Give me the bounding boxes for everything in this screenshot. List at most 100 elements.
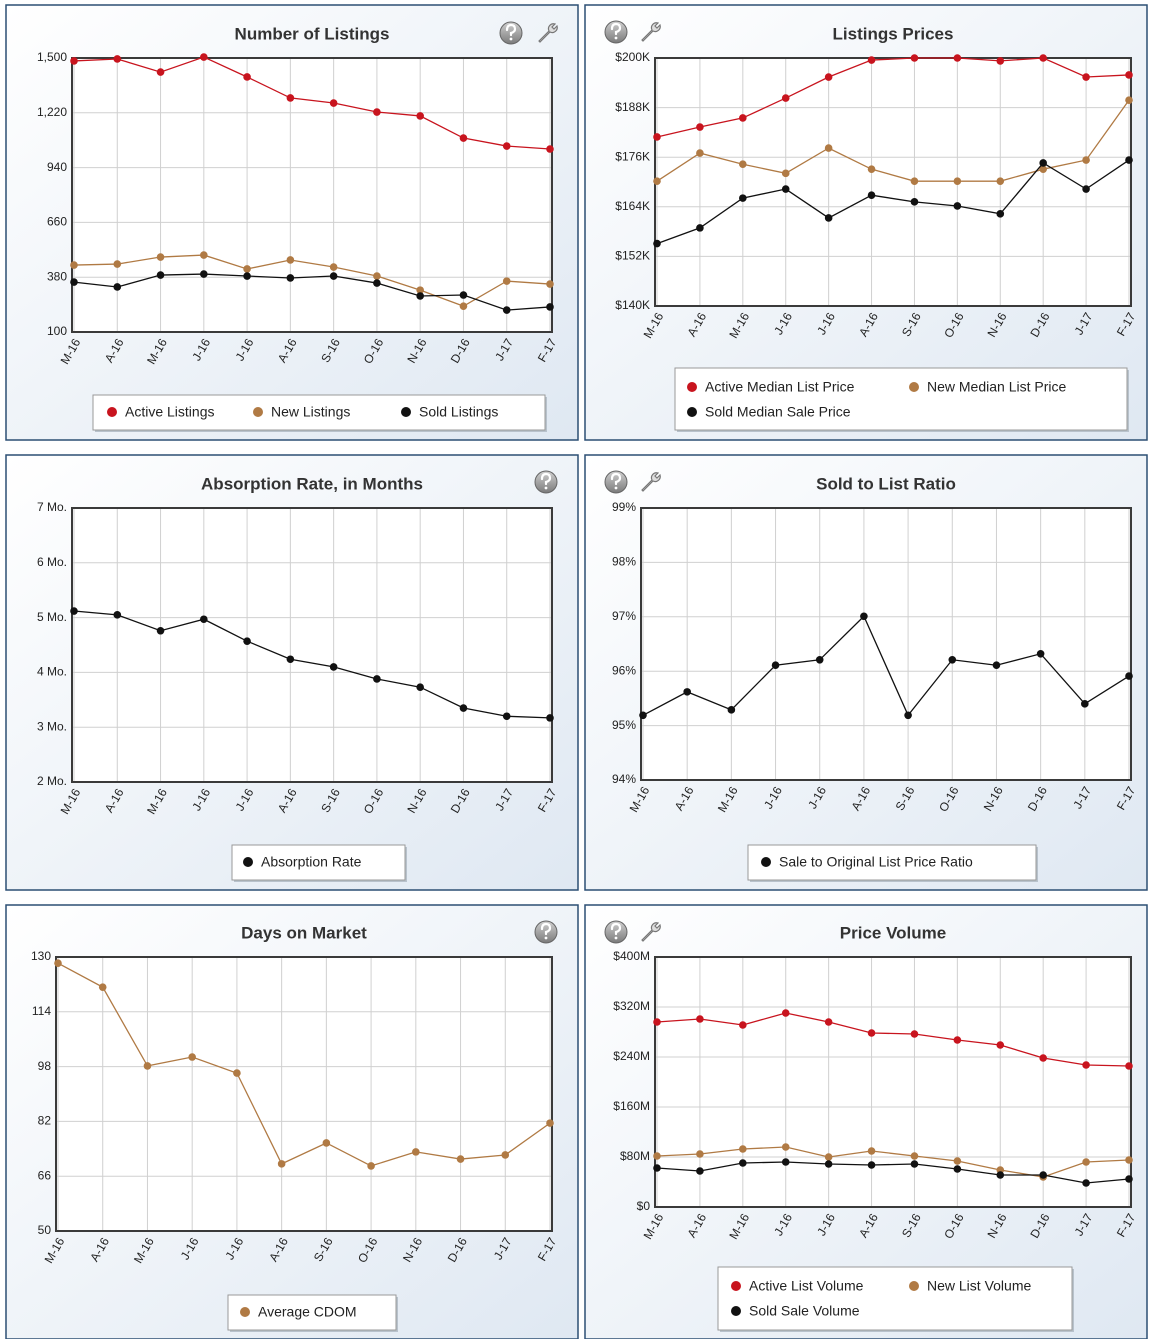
- marker: [156, 626, 165, 635]
- marker: [696, 123, 704, 131]
- marker: [992, 661, 1001, 670]
- legend-marker: [909, 1281, 919, 1291]
- settings-icon: [538, 23, 558, 43]
- marker: [996, 177, 1005, 185]
- line: [73, 56, 551, 150]
- legend-label: New Median List Price: [927, 379, 1066, 395]
- marker: [277, 1160, 286, 1168]
- marker: [639, 711, 647, 720]
- marker: [739, 194, 747, 202]
- marker: [653, 1152, 661, 1160]
- marker: [653, 1164, 661, 1172]
- plot-area: [655, 957, 1131, 1207]
- marker: [696, 1167, 704, 1175]
- marker: [867, 1147, 876, 1155]
- y-tick-label: $200K: [615, 50, 650, 64]
- line: [73, 273, 551, 311]
- marker: [373, 675, 381, 683]
- marker: [286, 655, 295, 664]
- marker: [739, 1145, 747, 1153]
- marker: [70, 607, 78, 615]
- marker: [824, 214, 833, 222]
- legend-marker: [107, 407, 117, 417]
- line: [656, 1012, 1130, 1067]
- marker: [1125, 1175, 1133, 1183]
- chart-title: Listings Prices: [833, 24, 954, 43]
- help-glyph: [505, 23, 517, 37]
- y-tick-label: 97%: [612, 609, 636, 623]
- plot-border: [71, 507, 553, 783]
- marker: [70, 261, 78, 269]
- marker: [996, 57, 1005, 65]
- help-glyph: [610, 472, 622, 486]
- chart-title: Days on Market: [241, 923, 367, 942]
- legend-marker: [687, 382, 697, 392]
- marker: [156, 271, 165, 279]
- marker: [70, 278, 78, 286]
- marker: [1125, 156, 1133, 164]
- marker: [329, 99, 338, 107]
- help-dot: [544, 936, 548, 940]
- marker: [200, 270, 208, 278]
- marker: [860, 612, 868, 621]
- marker: [781, 169, 790, 178]
- y-tick-label: 95%: [612, 718, 636, 732]
- marker: [243, 265, 251, 273]
- y-tick-label: $0: [637, 1199, 651, 1213]
- settings-icon: [641, 22, 661, 42]
- marker: [416, 112, 424, 120]
- marker: [286, 274, 295, 282]
- y-tick-label: 94%: [612, 772, 636, 786]
- legend-label: Active List Volume: [749, 1278, 864, 1294]
- legend: [227, 1294, 397, 1331]
- y-tick-label: 5 Mo.: [37, 610, 67, 624]
- marker: [1039, 54, 1047, 62]
- y-tick-label: $152K: [615, 249, 650, 263]
- marker: [824, 1160, 833, 1168]
- marker: [867, 1029, 876, 1037]
- marker: [367, 1162, 375, 1170]
- marker: [739, 1159, 747, 1167]
- marker: [416, 292, 424, 300]
- help-dot: [614, 36, 618, 40]
- marker: [156, 253, 165, 261]
- y-tick-label: $160M: [613, 1099, 650, 1113]
- marker: [1125, 1062, 1133, 1070]
- y-tick-label: 99%: [612, 500, 636, 514]
- y-tick-label: $176K: [615, 149, 650, 163]
- marker: [910, 1030, 919, 1038]
- marker: [739, 114, 747, 122]
- y-tick-label: 98%: [612, 555, 636, 569]
- marker: [1082, 1061, 1090, 1069]
- marker: [953, 1157, 962, 1165]
- y-tick-label: $240M: [613, 1049, 650, 1063]
- marker: [373, 279, 381, 287]
- marker: [910, 198, 919, 206]
- marker: [329, 663, 338, 671]
- plot-area: [72, 58, 552, 332]
- y-tick-label: $140K: [615, 298, 650, 312]
- marker: [739, 160, 747, 169]
- marker: [156, 68, 165, 76]
- marker: [910, 54, 919, 62]
- plot-border: [71, 57, 553, 333]
- legend-label: Sale to Original List Price Ratio: [779, 854, 973, 870]
- marker: [781, 1143, 790, 1151]
- marker: [329, 263, 338, 271]
- marker: [996, 1171, 1005, 1179]
- marker: [771, 661, 780, 670]
- help-dot: [614, 936, 618, 940]
- help-glyph: [610, 22, 622, 36]
- marker: [996, 1041, 1005, 1049]
- marker: [1082, 1158, 1090, 1166]
- marker: [653, 239, 661, 248]
- marker: [502, 712, 511, 721]
- marker: [1039, 165, 1047, 173]
- marker: [996, 210, 1005, 218]
- marker: [824, 73, 833, 81]
- marker: [373, 108, 381, 116]
- marker: [1125, 672, 1133, 680]
- marker: [412, 1148, 420, 1156]
- y-tick-label: 6 Mo.: [37, 555, 67, 569]
